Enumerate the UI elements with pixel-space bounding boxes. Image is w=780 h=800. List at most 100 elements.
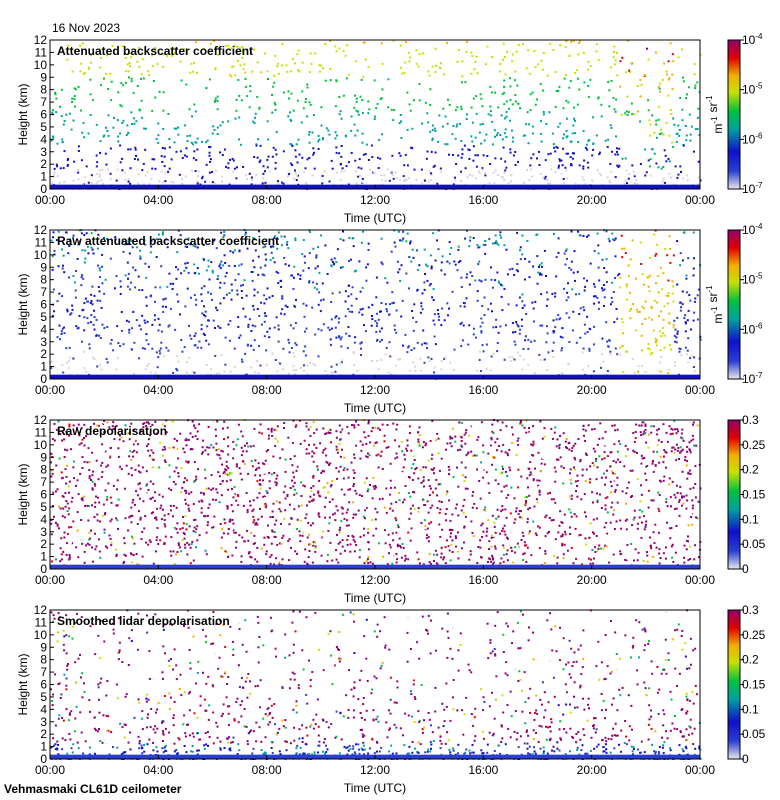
date-label: 16 Nov 2023 xyxy=(52,21,120,35)
colorbar-tick-label: 0.15 xyxy=(742,678,766,692)
y-tick-label: 11 xyxy=(35,425,48,439)
colorbar-tick-label: 10-4 xyxy=(742,32,763,47)
y-tick-label: 5 xyxy=(40,690,47,704)
colorbar: 0 0.05 0.1 0.15 0.2 0.25 0.3 xyxy=(727,413,766,576)
y-tick-label: 8 xyxy=(40,83,47,97)
colorbar-tick-label: 0.25 xyxy=(742,628,766,642)
y-tick-label: 10 xyxy=(34,628,48,642)
y-axis-label: Height (km) xyxy=(16,653,30,715)
x-tick-label: 12:00 xyxy=(360,193,390,207)
y-tick-label: 12 xyxy=(34,33,48,47)
colorbar-tick-label: 10-7 xyxy=(742,371,763,386)
y-tick-label: 1 xyxy=(40,550,47,564)
colorbar-tick-label: 10-6 xyxy=(742,131,763,146)
panel-title: Raw depolarisation xyxy=(57,424,167,438)
x-tick-label: 16:00 xyxy=(468,383,498,397)
x-tick-label: 00:00 xyxy=(685,383,715,397)
colorbar-unit: m-1sr-1 xyxy=(705,285,725,324)
colorbar-tick-label: 0.15 xyxy=(742,488,766,502)
x-axis-label: Time (UTC) xyxy=(344,401,406,415)
y-tick-label: 2 xyxy=(40,727,47,741)
colorbar-tick-label: 10-7 xyxy=(742,181,763,196)
x-tick-label: 08:00 xyxy=(252,383,282,397)
y-tick-label: 7 xyxy=(40,285,47,299)
x-axis-label: Time (UTC) xyxy=(344,781,406,795)
x-tick-label: 00:00 xyxy=(35,573,65,587)
heatmap-field xyxy=(50,39,702,190)
colorbar-tick-label: 10-4 xyxy=(742,222,763,237)
colorbar: 0 0.05 0.1 0.15 0.2 0.25 0.3 xyxy=(727,603,766,766)
colorbar: 10-7 10-6 10-5 10-4 m-1sr-1 xyxy=(705,32,763,196)
y-tick-label: 3 xyxy=(40,525,47,539)
colorbar-tick-label: 0.2 xyxy=(742,463,759,477)
colorbar-gradient xyxy=(727,609,741,760)
y-tick-label: 0 xyxy=(40,182,47,196)
y-axis-label: Height (km) xyxy=(16,273,30,335)
y-tick-label: 12 xyxy=(34,413,48,427)
heatmap-field xyxy=(50,419,702,567)
x-tick-label: 04:00 xyxy=(143,763,173,777)
x-tick-label: 20:00 xyxy=(577,193,607,207)
x-tick-label: 20:00 xyxy=(577,383,607,397)
y-tick-label: 2 xyxy=(40,347,47,361)
y-tick-label: 4 xyxy=(40,512,47,526)
colorbar-tick-label: 0.25 xyxy=(742,438,766,452)
panels: Attenuated backscatter coefficient012345… xyxy=(16,32,766,795)
y-tick-label: 11 xyxy=(35,615,48,629)
y-tick-label: 11 xyxy=(35,45,48,59)
x-tick-label: 08:00 xyxy=(252,573,282,587)
colorbar-tick-label: 10-5 xyxy=(742,82,763,97)
y-tick-label: 1 xyxy=(40,170,47,184)
y-tick-label: 4 xyxy=(40,702,47,716)
colorbar-tick-label: 0.3 xyxy=(742,603,759,617)
x-tick-label: 04:00 xyxy=(143,573,173,587)
colorbar-tick-label: 0.05 xyxy=(742,727,766,741)
y-tick-label: 9 xyxy=(40,450,47,464)
x-tick-label: 12:00 xyxy=(360,383,390,397)
panel-3: Raw depolarisation0123456789101112Height… xyxy=(16,413,766,605)
y-tick-label: 0 xyxy=(40,372,47,386)
y-tick-label: 12 xyxy=(34,603,48,617)
y-tick-label: 5 xyxy=(40,120,47,134)
x-tick-label: 00:00 xyxy=(35,193,65,207)
heatmap-field xyxy=(50,229,702,380)
y-tick-label: 10 xyxy=(34,248,48,262)
y-tick-label: 9 xyxy=(40,260,47,274)
x-axis-label: Time (UTC) xyxy=(344,591,406,605)
colorbar-tick-label: 0.1 xyxy=(742,702,759,716)
instrument-label: Vehmasmaki CL61D ceilometer xyxy=(4,782,182,796)
y-tick-label: 3 xyxy=(40,335,47,349)
panel-title: Smoothed lidar depolarisation xyxy=(57,614,230,628)
plot-area xyxy=(50,230,700,379)
y-tick-label: 11 xyxy=(35,235,48,249)
colorbar-tick-label: 10-5 xyxy=(742,272,763,287)
x-tick-label: 00:00 xyxy=(685,193,715,207)
y-tick-label: 6 xyxy=(40,108,47,122)
y-tick-label: 0 xyxy=(40,752,47,766)
x-tick-label: 16:00 xyxy=(468,573,498,587)
y-tick-label: 8 xyxy=(40,463,47,477)
y-tick-label: 7 xyxy=(40,95,47,109)
colorbar-tick-label: 0.2 xyxy=(742,653,759,667)
x-tick-label: 20:00 xyxy=(577,763,607,777)
y-tick-label: 2 xyxy=(40,537,47,551)
panel-title: Attenuated backscatter coefficient xyxy=(57,44,253,58)
x-tick-label: 04:00 xyxy=(143,383,173,397)
y-axis-label: Height (km) xyxy=(16,83,30,145)
colorbar-tick-label: 10-6 xyxy=(742,321,763,336)
y-tick-label: 3 xyxy=(40,145,47,159)
y-tick-label: 10 xyxy=(34,438,48,452)
y-tick-label: 9 xyxy=(40,70,47,84)
colorbar-tick-label: 0.05 xyxy=(742,537,766,551)
y-tick-label: 10 xyxy=(34,58,48,72)
x-tick-label: 16:00 xyxy=(468,763,498,777)
y-tick-label: 5 xyxy=(40,310,47,324)
y-tick-label: 1 xyxy=(40,740,47,754)
x-tick-label: 12:00 xyxy=(360,763,390,777)
y-tick-label: 12 xyxy=(34,223,48,237)
colorbar: 10-7 10-6 10-5 10-4 m-1sr-1 xyxy=(705,222,763,386)
x-tick-label: 20:00 xyxy=(577,573,607,587)
y-tick-label: 8 xyxy=(40,273,47,287)
x-tick-label: 00:00 xyxy=(35,763,65,777)
